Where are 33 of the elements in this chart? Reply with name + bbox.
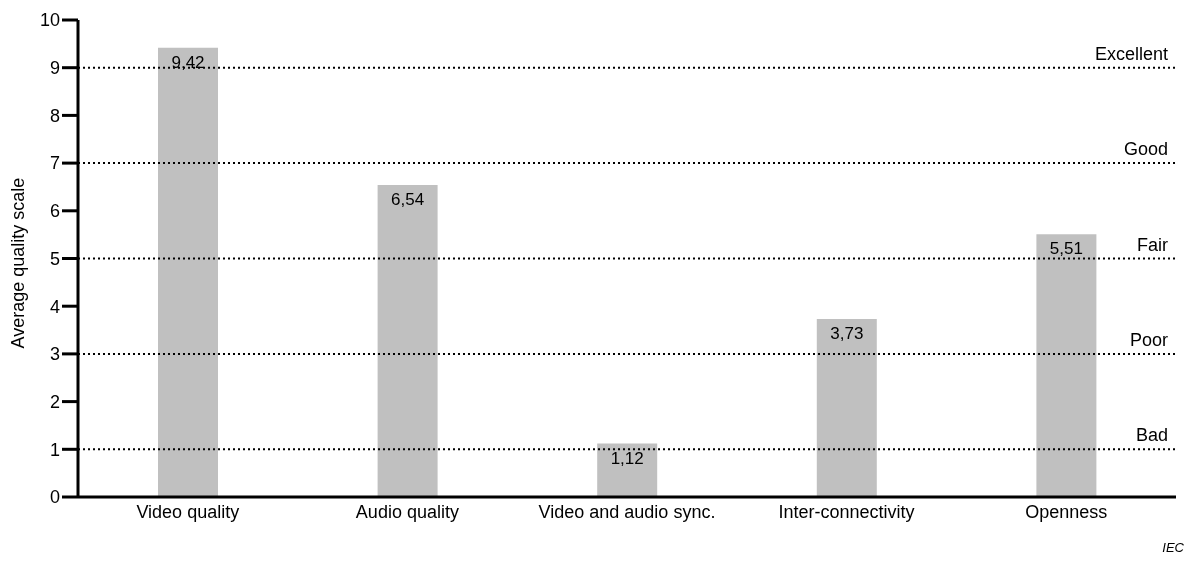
data-label: 5,51 (1049, 239, 1083, 259)
x-tick-label: Openness (1025, 501, 1108, 522)
bar (158, 47, 218, 497)
x-tick-label: Video and audio sync. (538, 501, 716, 522)
bar (1036, 234, 1097, 497)
y-tick-label: 9 (49, 58, 60, 79)
data-label: 3,73 (830, 324, 864, 344)
data-label: 6,54 (391, 190, 425, 210)
ref-line-label: Fair (1137, 234, 1168, 255)
bar (377, 185, 438, 497)
x-tick-label: Inter-connectivity (778, 501, 915, 522)
bar (597, 443, 658, 497)
y-tick-label: 4 (49, 296, 60, 317)
y-tick-label: 6 (49, 201, 60, 222)
y-axis-title: Average quality scale (8, 177, 29, 349)
ref-line-label: Good (1123, 139, 1168, 160)
y-tick-label: 7 (49, 153, 60, 174)
y-tick-label: 1 (49, 439, 60, 460)
text: IEC (1162, 540, 1184, 555)
ref-line-label: Poor (1129, 329, 1168, 350)
data-label: 9,42 (171, 52, 205, 72)
ref-line-label: Bad (1135, 425, 1168, 446)
y-tick-label: 10 (39, 10, 60, 31)
data-label: 1,12 (610, 448, 644, 468)
y-tick-label: 5 (49, 248, 60, 269)
bar (816, 319, 877, 497)
y-tick-label: 2 (49, 391, 60, 412)
x-tick-label: Audio quality (355, 501, 459, 522)
y-tick-label: 8 (49, 105, 60, 126)
y-tick-label: 3 (49, 344, 60, 365)
x-tick-label: Video quality (136, 501, 240, 522)
ref-line-label: Excellent (1094, 43, 1168, 64)
y-tick-label: 0 (49, 487, 60, 508)
